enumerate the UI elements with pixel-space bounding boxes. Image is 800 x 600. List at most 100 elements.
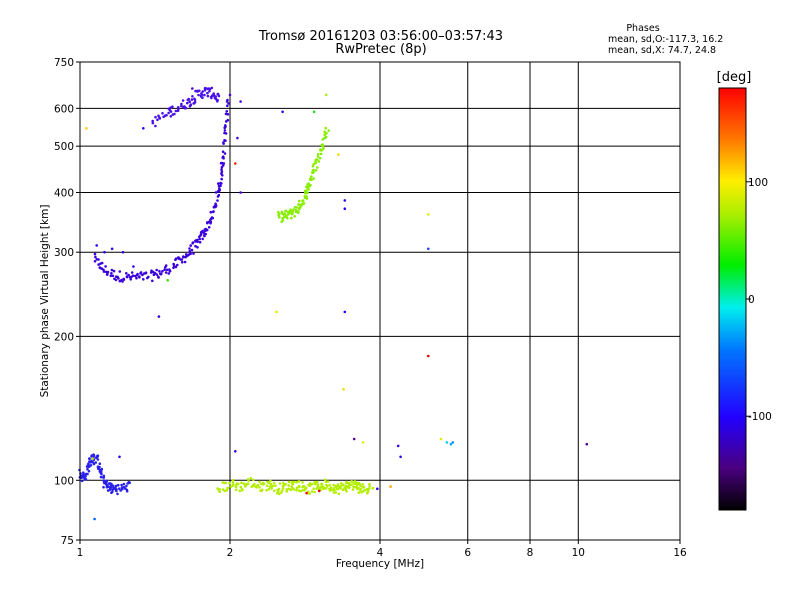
trace-point [256,484,259,487]
trace-point [104,265,107,268]
trace-point [198,89,201,93]
trace-point [281,219,285,222]
trace-point [363,488,367,492]
trace-point [191,241,195,244]
trace-point [287,213,290,216]
trace-point [158,269,161,273]
scatter-point [91,457,94,460]
trace-point [310,178,313,182]
trace-point [161,112,164,115]
trace-point [269,482,273,486]
y-tick-label: 400 [54,187,74,199]
trace-point [93,252,97,256]
trace-point [163,114,167,118]
trace-point [329,486,333,489]
trace-point [186,98,190,102]
trace-point [232,483,235,487]
trace-point [111,274,115,278]
trace-point [112,269,116,273]
scatter-point [132,265,135,268]
trace-point [156,118,159,122]
scatter-point [324,93,328,97]
trace-point [93,260,97,263]
trace-point [154,124,157,128]
scatter-point [449,442,453,446]
trace-point [153,271,157,275]
scatter-point [103,250,106,254]
trace-point [200,93,204,96]
trace-point [226,486,229,490]
y-tick-label: 75 [61,535,74,547]
trace-point [225,110,229,113]
trace-point [320,483,324,486]
scatter-point [157,315,161,318]
trace-point [286,216,289,220]
y-tick-label: 300 [54,247,74,259]
trace-point [151,119,154,123]
trace-point [218,187,221,190]
x-tick-label: 16 [673,547,687,559]
trace-point [192,252,195,255]
trace-point [231,481,235,484]
trace-point [116,275,119,279]
y-tick-label: 500 [54,141,74,153]
trace-point [114,278,118,282]
scatter-point [399,455,402,459]
trace-point [312,487,316,491]
trace-point [186,101,189,105]
y-tick-label: 200 [54,331,74,343]
trace-point [271,484,275,488]
y-tick-label: 100 [54,475,74,487]
trace-point [316,155,320,158]
trace-point [114,484,118,488]
trace-point [216,98,219,102]
trace-point [94,255,97,259]
trace-point [315,480,319,484]
trace-point [120,486,124,489]
trace-point [173,112,176,116]
trace-point [297,203,300,206]
trace-point [122,482,126,486]
trace-point [316,166,319,169]
trace-point [85,465,89,468]
trace-point [122,278,126,281]
trace-point [224,112,228,116]
trace-point [201,237,204,241]
trace-point [368,485,372,488]
trace-point [202,234,206,237]
trace-point [180,258,184,261]
trace-point [146,276,149,280]
trace-point [214,191,218,194]
trace-point [359,489,362,492]
trace-point [92,462,96,466]
trace-point [182,255,185,259]
trace-point [297,210,300,213]
trace-point [216,199,219,202]
trace-point [237,482,240,486]
trace-point [333,488,336,492]
trace-point [311,164,315,168]
trace-point [171,105,174,108]
trace-point [324,480,328,484]
trace-point [218,488,221,491]
trace-point [224,124,227,127]
trace-point [234,485,238,489]
trace-point [251,484,255,488]
trace-point [157,275,160,279]
trace-point [116,492,119,496]
trace-point [262,483,265,486]
trace-point [217,193,221,197]
trace-point [217,182,220,185]
trace-point [199,233,203,236]
trace-point [270,487,273,490]
trace-point [278,215,281,219]
trace-point [154,115,157,119]
trace-point [169,110,173,113]
trace-point [326,485,329,488]
scatter-point [389,485,392,488]
trace-point [292,208,295,211]
trace-point [357,491,361,495]
trace-point [217,184,221,188]
trace-point [312,168,315,172]
scatter-point [439,437,443,441]
